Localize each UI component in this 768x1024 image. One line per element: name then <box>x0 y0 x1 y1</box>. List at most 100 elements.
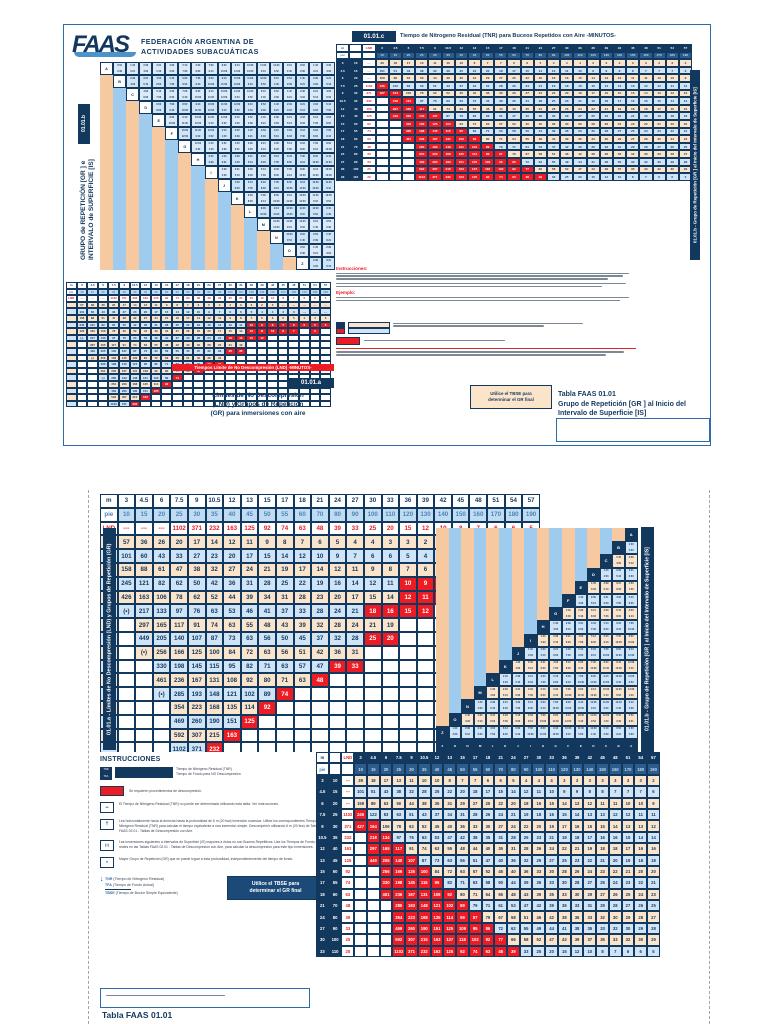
table-cell: 2:39 5:13 <box>511 673 525 687</box>
table-cell: 6:03 8:00 <box>152 101 166 114</box>
table-cell: 5:13 8:00 <box>599 620 613 634</box>
table-cell: 10 <box>430 774 444 787</box>
table-cell: 110 <box>235 288 247 296</box>
table-cell: 4:03 7:06 <box>549 659 562 674</box>
table-cell <box>113 257 127 270</box>
si-upper: 3:21 <box>326 76 331 80</box>
table-cell: 125 <box>405 865 418 878</box>
table-cell: 2:39 5:13 <box>473 712 487 726</box>
table-cell <box>100 101 114 114</box>
table-cell: 48 <box>533 135 547 143</box>
panel-a-code-badge-top: 01.01.a <box>288 378 334 388</box>
si-upper: 0:52 <box>300 63 305 67</box>
table-cell: 115 <box>441 127 455 136</box>
table-cell: 28 <box>494 81 508 90</box>
table-row: 297 165 117 91 74 63 55 48 43 39 32 28 24 21 19 <box>66 341 336 348</box>
si-upper: 6:03 <box>287 154 292 158</box>
table-cell: 0:10 1:40 <box>230 114 244 127</box>
table-cell: 3 <box>557 774 571 787</box>
table-cell: 53 <box>140 334 151 342</box>
si-lower: 3:21 <box>234 147 240 151</box>
table-cell: 10 <box>652 74 666 82</box>
si-upper: 2:39 <box>565 621 571 625</box>
table-cell: 114 <box>240 700 259 715</box>
table-cell: 71 <box>456 877 469 889</box>
table-cell: 3 <box>381 535 400 550</box>
table-cell <box>152 205 166 218</box>
table-cell: 45 <box>494 865 508 878</box>
table-cell: 13 <box>626 81 640 90</box>
table-cell: 12 <box>316 843 329 855</box>
table-cell: 57 <box>647 752 660 764</box>
table-cell <box>461 686 474 700</box>
table-cell: 6 <box>647 786 660 798</box>
table-cell: 80 <box>203 288 215 296</box>
table-cell: 0:52 2:39 <box>309 231 323 244</box>
table-cell: 100 <box>224 288 236 296</box>
table-cell: 6 <box>97 282 109 289</box>
table-cell: 145 <box>405 877 418 889</box>
table-cell: 10 <box>399 576 417 591</box>
table-cell <box>574 567 588 581</box>
table-cell: 24 <box>507 820 520 832</box>
table-cell: 24 <box>665 135 679 143</box>
table-cell: 21 <box>621 865 635 878</box>
si-upper: 3:21 <box>591 608 596 612</box>
si-lower: 5:13 <box>490 707 496 711</box>
table-cell: 14 <box>533 66 547 75</box>
table-cell: 66 <box>533 165 547 174</box>
table-cell: 8:00 11:00 <box>549 712 562 726</box>
table-cell: 36 <box>557 900 571 912</box>
table-cell: 32 <box>405 786 418 798</box>
table-cell: 36 <box>533 112 547 120</box>
table-cell: 10 <box>267 295 278 302</box>
table-cell: 20 <box>647 865 660 878</box>
table-cell: 158 <box>117 562 136 577</box>
si-upper: 6:03 <box>326 115 331 119</box>
table-cell: 4 <box>309 314 321 322</box>
table-cell: --- <box>362 74 376 82</box>
table-cell: 55 <box>547 157 561 166</box>
si-upper: 1:40 <box>326 232 331 236</box>
table-cell: 45 <box>349 112 363 120</box>
table-cell: 4.5 <box>135 494 153 508</box>
table-cell: 71 <box>481 900 495 912</box>
table-cell <box>524 541 537 555</box>
table-cell: 51 <box>621 752 635 764</box>
table-cell <box>117 631 136 646</box>
table-cell: 371 <box>118 295 130 302</box>
table-cell: 190 <box>205 714 224 729</box>
table-cell: 50 <box>258 507 276 522</box>
si-upper: 9:13 <box>300 180 305 184</box>
table-cell <box>214 374 225 381</box>
si-upper: 5:13 <box>502 727 508 731</box>
table-cell: 51 <box>487 494 505 508</box>
table-cell <box>267 374 278 381</box>
table-cell: 56 <box>275 645 294 660</box>
table-cell <box>152 127 166 140</box>
si-upper: 2:39 <box>326 63 331 67</box>
table-cell: 34 <box>443 808 457 821</box>
table-cell: 21 <box>647 877 660 889</box>
table-cell: 6 <box>634 945 648 958</box>
si-upper: 0:10 <box>326 206 331 210</box>
table-cell: 18 <box>468 786 482 798</box>
table-cell: 63 <box>430 843 444 855</box>
si-upper: 3:21 <box>300 102 305 106</box>
table-row: 15 50 92 256 166 125 100 84 72 63 57 52 45 40 36 33 30 28… <box>316 865 660 878</box>
table-cell: 28 <box>193 334 204 342</box>
table-cell: 449 <box>135 631 153 646</box>
table-cell <box>320 354 331 362</box>
table-cell: 107 <box>187 631 206 646</box>
table-cell <box>473 620 487 634</box>
table-cell <box>117 673 136 688</box>
table-cell: --- <box>320 301 331 309</box>
table-cell <box>341 763 355 775</box>
table-cell: 39 <box>416 494 435 508</box>
table-cell: 7:06 10:06 <box>536 712 550 726</box>
table-cell <box>328 728 347 743</box>
table-cell: 36 <box>135 535 153 550</box>
table-cell <box>328 700 347 715</box>
si-upper: 0:10 <box>221 128 227 132</box>
